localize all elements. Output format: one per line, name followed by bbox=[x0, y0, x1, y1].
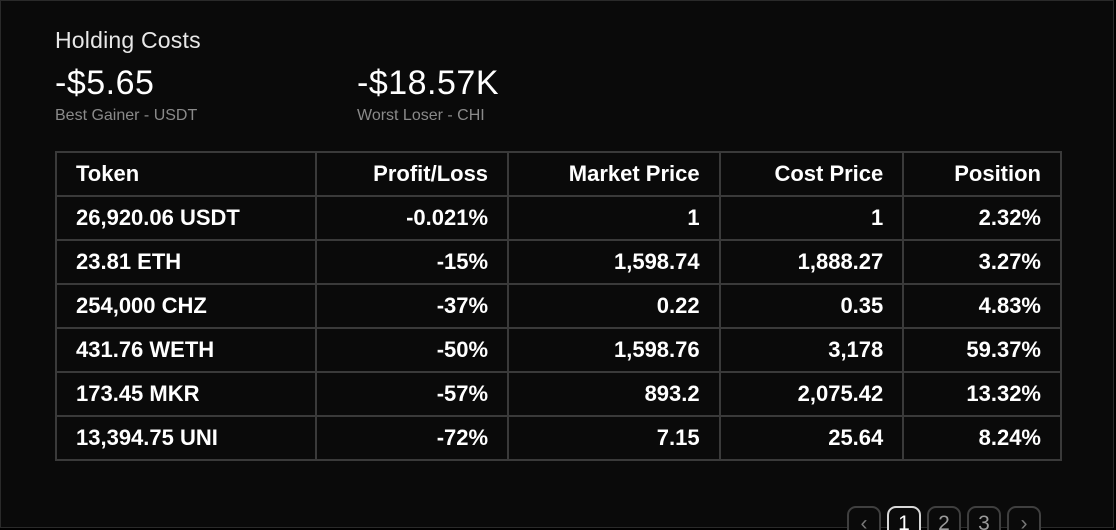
best-gainer-stat: -$5.65 Best Gainer - USDT bbox=[55, 63, 197, 125]
token-cell: 13,394.75 UNI bbox=[54, 415, 318, 461]
cost-price-cell: 3,178 bbox=[718, 327, 905, 373]
worst-loser-caption: Worst Loser - CHI bbox=[357, 107, 485, 124]
token-cell: 23.81 ETH bbox=[54, 239, 318, 285]
column-header-token[interactable]: Token bbox=[54, 151, 318, 197]
market-price-cell: 1 bbox=[507, 195, 721, 241]
position-cell: 8.24% bbox=[902, 415, 1062, 461]
table-row: 13,394.75 UNI -72% 7.15 25.64 8.24% bbox=[54, 415, 1062, 461]
column-header-profit-loss[interactable]: Profit/Loss bbox=[315, 151, 510, 197]
cost-price-cell: 1,888.27 bbox=[718, 239, 905, 285]
column-header-cost-price[interactable]: Cost Price bbox=[718, 151, 905, 197]
token-cell: 26,920.06 USDT bbox=[54, 195, 318, 241]
page-button-2[interactable]: 2 bbox=[927, 506, 961, 530]
holdings-table: Token Profit/Loss Market Price Cost Pric… bbox=[54, 151, 1062, 461]
cost-price-cell: 1 bbox=[718, 195, 905, 241]
best-gainer-value: -$5.65 bbox=[55, 64, 155, 102]
best-gainer-caption: Best Gainer - USDT bbox=[55, 107, 198, 124]
market-price-cell: 1,598.76 bbox=[507, 327, 721, 373]
position-cell: 3.27% bbox=[902, 239, 1062, 285]
table-row: 431.76 WETH -50% 1,598.76 3,178 59.37% bbox=[54, 327, 1062, 373]
profit-loss-cell: -72% bbox=[315, 415, 510, 461]
worst-loser-value: -$18.57K bbox=[357, 64, 499, 102]
column-header-position[interactable]: Position bbox=[902, 151, 1062, 197]
position-cell: 59.37% bbox=[902, 327, 1062, 373]
token-cell: 254,000 CHZ bbox=[54, 283, 318, 329]
market-price-cell: 7.15 bbox=[507, 415, 721, 461]
market-price-cell: 893.2 bbox=[507, 371, 721, 417]
profit-loss-cell: -15% bbox=[315, 239, 510, 285]
pagination: ‹ 1 2 3 › bbox=[847, 506, 1041, 530]
token-cell: 431.76 WETH bbox=[54, 327, 318, 373]
table-row: 173.45 MKR -57% 893.2 2,075.42 13.32% bbox=[54, 371, 1062, 417]
table-header-row: Token Profit/Loss Market Price Cost Pric… bbox=[54, 151, 1062, 197]
market-price-cell: 0.22 bbox=[507, 283, 721, 329]
token-cell: 173.45 MKR bbox=[54, 371, 318, 417]
cost-price-cell: 25.64 bbox=[718, 415, 905, 461]
table-row: 23.81 ETH -15% 1,598.74 1,888.27 3.27% bbox=[54, 239, 1062, 285]
panel-title: Holding Costs bbox=[55, 27, 201, 53]
chevron-right-icon[interactable]: › bbox=[1007, 506, 1041, 530]
profit-loss-cell: -37% bbox=[315, 283, 510, 329]
page-button-1[interactable]: 1 bbox=[887, 506, 921, 530]
chevron-left-icon[interactable]: ‹ bbox=[847, 506, 881, 530]
market-price-cell: 1,598.74 bbox=[507, 239, 721, 285]
position-cell: 4.83% bbox=[902, 283, 1062, 329]
profit-loss-cell: -57% bbox=[315, 371, 510, 417]
table-row: 26,920.06 USDT -0.021% 1 1 2.32% bbox=[54, 195, 1062, 241]
profit-loss-cell: -0.021% bbox=[315, 195, 510, 241]
page-button-3[interactable]: 3 bbox=[967, 506, 1001, 530]
profit-loss-cell: -50% bbox=[315, 327, 510, 373]
column-header-market-price[interactable]: Market Price bbox=[507, 151, 721, 197]
table-row: 254,000 CHZ -37% 0.22 0.35 4.83% bbox=[54, 283, 1062, 329]
cost-price-cell: 0.35 bbox=[718, 283, 905, 329]
cost-price-cell: 2,075.42 bbox=[718, 371, 905, 417]
position-cell: 2.32% bbox=[902, 195, 1062, 241]
worst-loser-stat: -$18.57K Worst Loser - CHI bbox=[357, 63, 499, 125]
position-cell: 13.32% bbox=[902, 371, 1062, 417]
